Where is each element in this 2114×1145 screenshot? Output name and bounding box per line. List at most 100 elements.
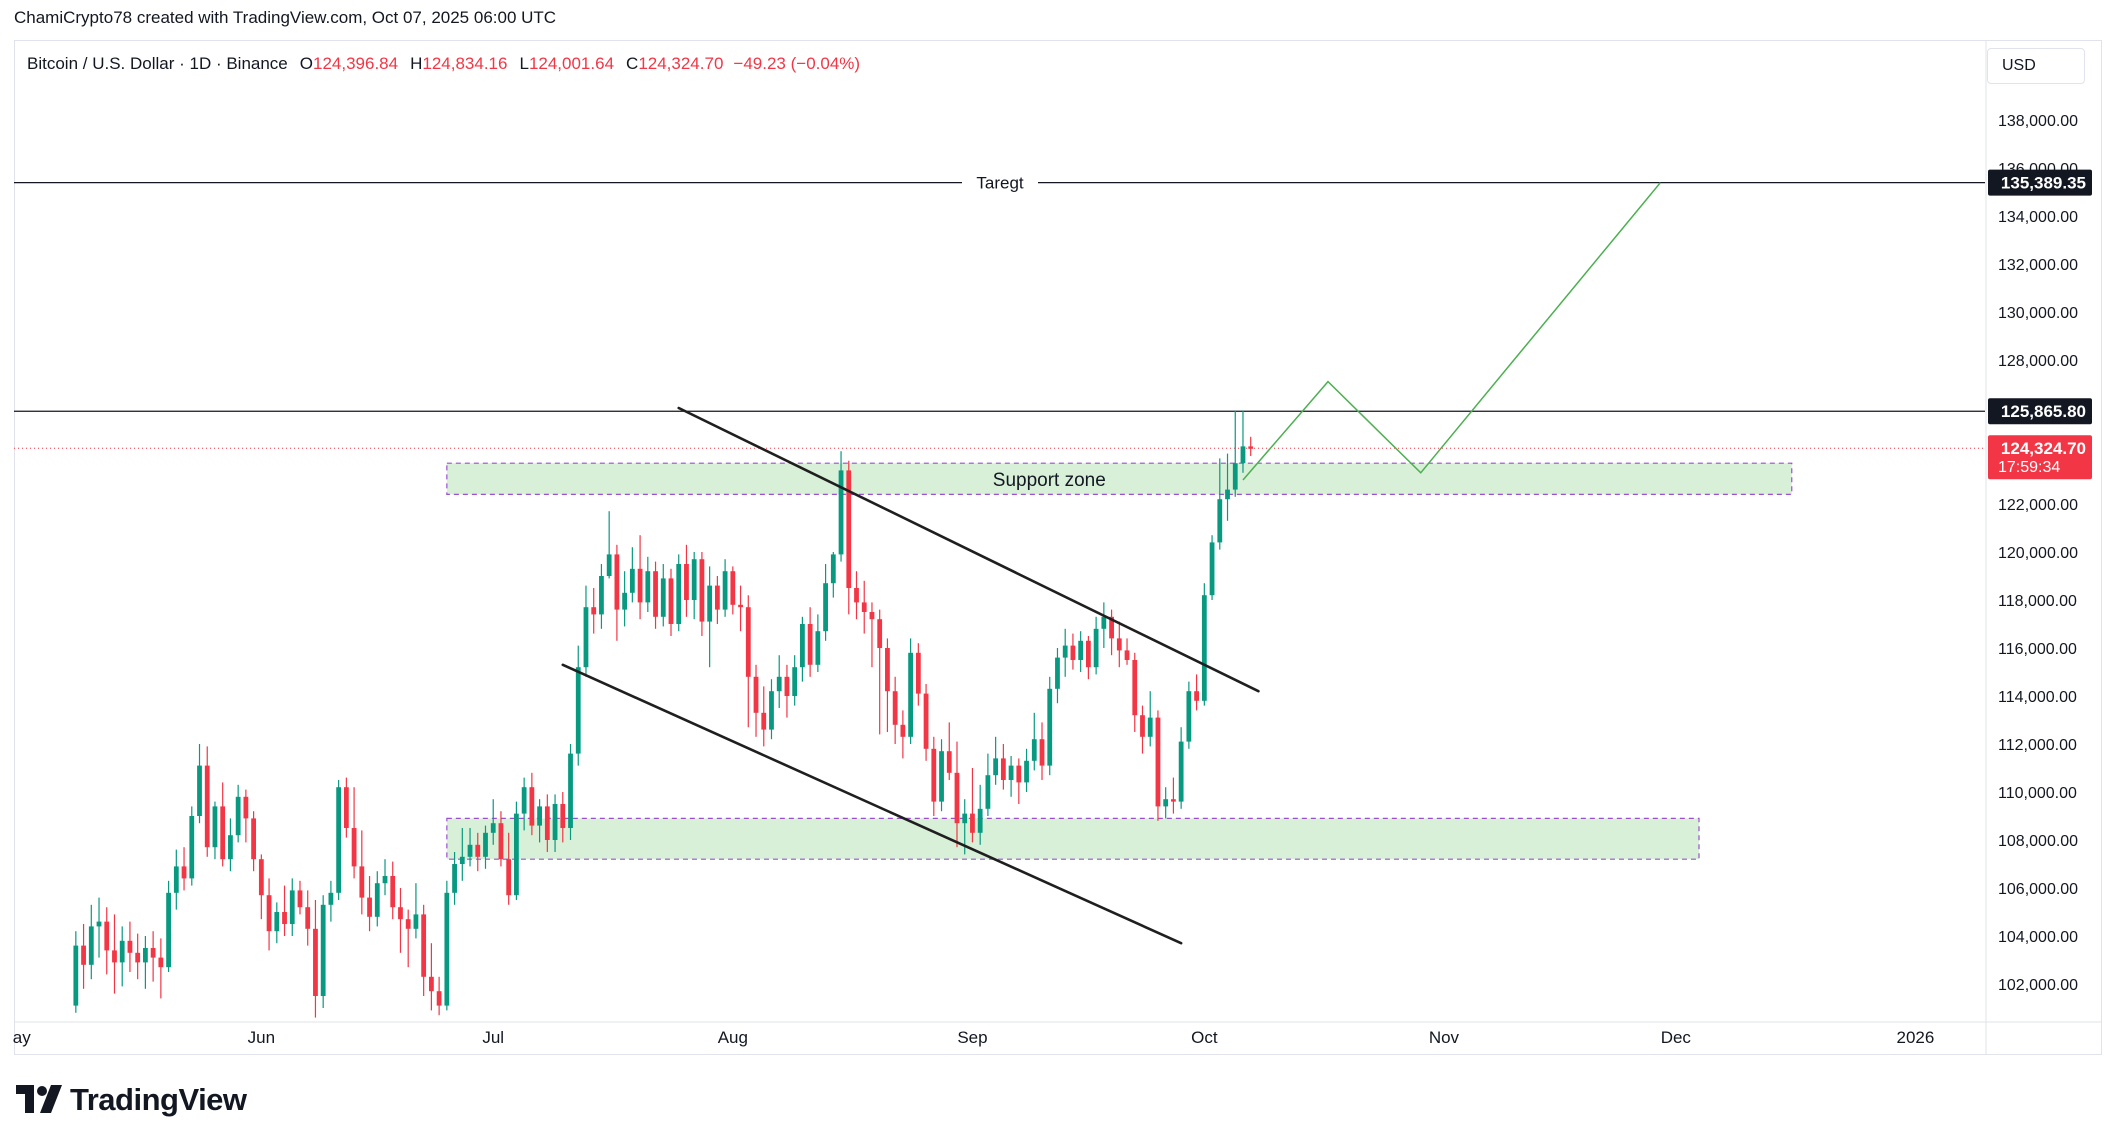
candle-body: [374, 883, 380, 917]
candle: [1078, 631, 1084, 672]
y-tick-label: 132,000.00: [1998, 257, 2078, 274]
candle-body: [1163, 799, 1169, 807]
candle: [1186, 681, 1192, 749]
candle: [1116, 621, 1122, 668]
candle: [413, 883, 419, 939]
candle-body: [166, 892, 171, 968]
candle-body: [908, 652, 914, 737]
candle: [606, 511, 612, 579]
candle: [846, 460, 852, 615]
candle: [81, 924, 86, 989]
candle-body: [514, 813, 519, 896]
candle-body: [800, 624, 805, 668]
candle: [954, 741, 960, 848]
candle: [939, 739, 944, 812]
candle: [243, 789, 249, 843]
candle-body: [228, 835, 233, 860]
candle: [212, 801, 218, 860]
candle: [1232, 410, 1238, 497]
candle-body: [583, 607, 589, 668]
y-tick-label: 134,000.00: [1998, 209, 2078, 226]
candle: [1093, 616, 1099, 675]
support-zone-label: Support zone: [993, 470, 1106, 491]
candle-body: [730, 571, 736, 605]
candle: [823, 564, 828, 641]
candle-body: [915, 652, 921, 694]
candle-body: [173, 866, 179, 893]
candle: [1008, 756, 1014, 797]
candle: [1109, 609, 1114, 656]
y-tick-label: 138,000.00: [1998, 113, 2078, 130]
candle-body: [197, 765, 202, 816]
candle-body: [699, 559, 705, 622]
candle-body: [459, 856, 465, 864]
candle-body: [1109, 616, 1114, 639]
x-tick-label: Oct: [1191, 1028, 1218, 1047]
candle-body: [1078, 640, 1084, 660]
candle-body: [351, 828, 357, 867]
candle: [761, 686, 767, 747]
candle: [923, 684, 929, 761]
candle-body: [1008, 765, 1014, 780]
candle: [946, 722, 952, 780]
candle: [119, 926, 125, 987]
target-label-bg: [962, 172, 1038, 193]
candle: [800, 616, 805, 682]
candle: [320, 895, 326, 1008]
candle: [467, 828, 473, 867]
candle: [660, 564, 666, 627]
currency-button[interactable]: USD: [1987, 48, 2085, 84]
candle: [1163, 787, 1169, 819]
candle: [189, 806, 195, 886]
support-zone: [446, 462, 1793, 496]
candle: [444, 880, 450, 1011]
candle: [591, 588, 597, 634]
candle-body: [251, 818, 257, 860]
candle-body: [1031, 739, 1037, 761]
candle: [629, 547, 635, 603]
candle: [1217, 458, 1223, 550]
candle: [251, 811, 257, 872]
change-value: −49.23 (−0.04%): [733, 54, 861, 73]
candle-body: [1171, 799, 1176, 802]
candle-body: [1209, 542, 1215, 596]
high-key: H: [410, 54, 423, 73]
last-price-badge: 124,324.70: [2001, 439, 2086, 458]
x-tick-label: ay: [13, 1028, 31, 1047]
candle-body: [815, 631, 821, 665]
low-value: 124,001.64: [528, 54, 615, 73]
candle-body: [1232, 463, 1238, 490]
candle: [143, 936, 148, 989]
x-tick-label: 2026: [1897, 1028, 1935, 1047]
candle: [343, 777, 349, 838]
candle: [1124, 638, 1130, 665]
candle-body: [1132, 660, 1138, 716]
candle: [885, 638, 890, 732]
candle-body: [993, 758, 999, 776]
candle: [436, 976, 442, 1016]
ohlc-legend: Bitcoin / U.S. Dollar · 1D · Binance O 12…: [27, 54, 860, 74]
candle-body: [537, 806, 542, 826]
candle-body: [243, 796, 249, 819]
candle: [552, 794, 558, 852]
y-tick-label: 118,000.00: [1998, 593, 2077, 610]
y-tick-label: 112,000.00: [1998, 737, 2077, 754]
candle: [73, 931, 79, 1013]
candle-body: [923, 693, 929, 749]
candle: [359, 830, 365, 915]
candle: [173, 849, 179, 910]
candle-body: [143, 948, 148, 963]
candle-body: [861, 602, 867, 612]
candle-body: [691, 559, 697, 600]
candle-body: [591, 607, 597, 615]
candle-body: [367, 897, 372, 917]
candle-body: [823, 583, 828, 632]
x-tick-label: Dec: [1661, 1028, 1692, 1047]
symbol-title: Bitcoin / U.S. Dollar · 1D · Binance: [27, 54, 288, 73]
candle-body: [1016, 765, 1022, 783]
candle-body: [212, 806, 218, 848]
candle-body: [784, 676, 790, 696]
candle-body: [660, 578, 666, 617]
y-tick-label: 108,000.00: [1998, 833, 2078, 850]
